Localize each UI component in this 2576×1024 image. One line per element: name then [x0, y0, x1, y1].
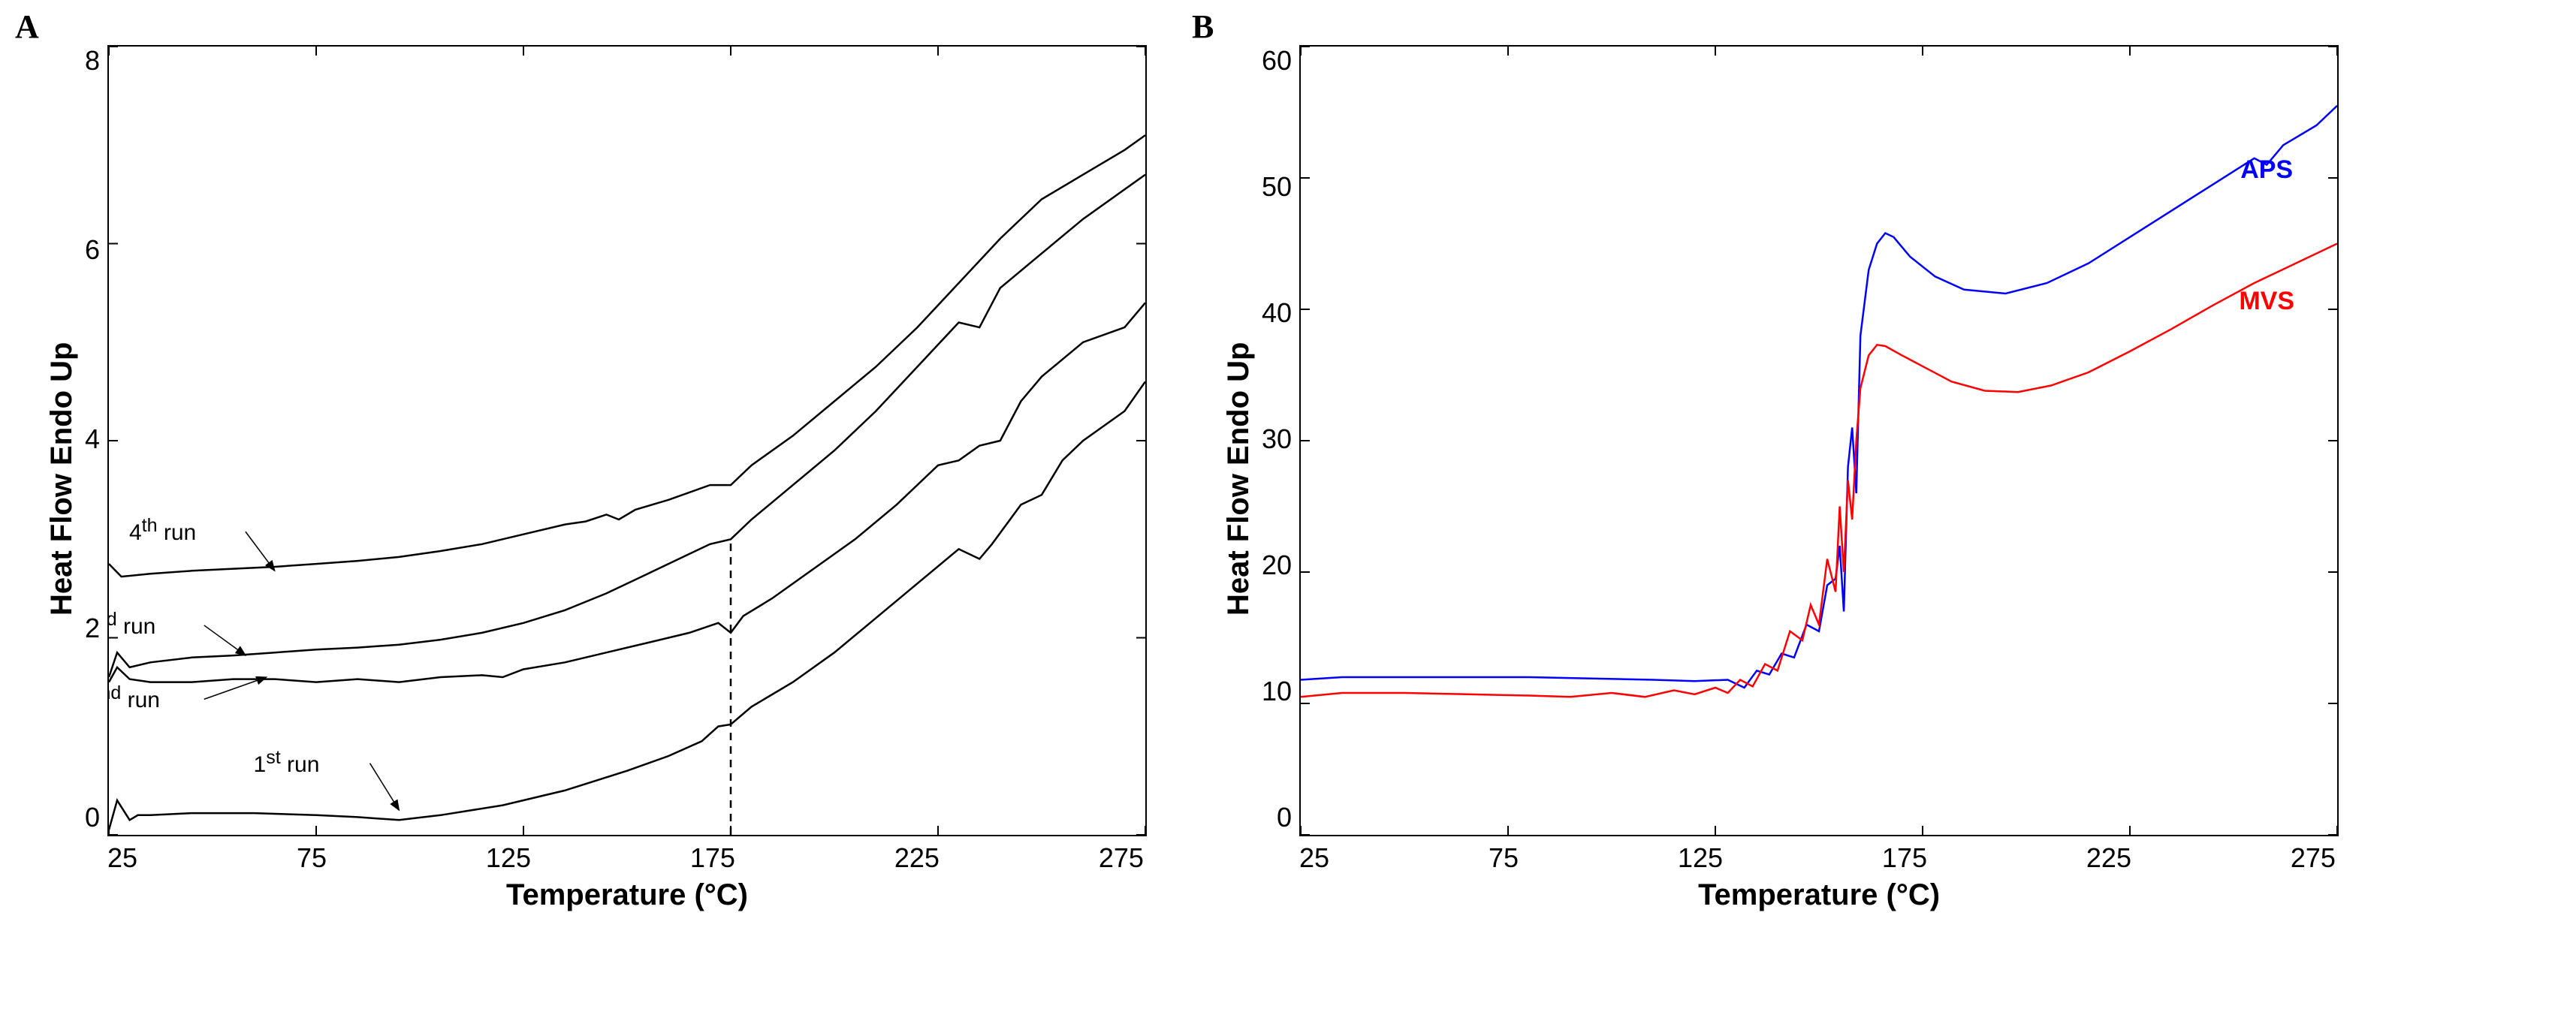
panel-b-ytick-spacer	[1262, 836, 1299, 912]
figure-container: A Heat Flow Endo Up 86420 1st run2nd run…	[15, 15, 2561, 912]
series-annotation-label: 4th run	[129, 515, 264, 546]
ytick-label: 30	[1262, 423, 1292, 455]
panel-b: B Heat Flow Endo Up 6050403020100 APSMVS…	[1192, 15, 2339, 912]
ytick-label: 40	[1262, 297, 1292, 329]
ytick-label: 0	[85, 802, 100, 833]
series-annotation-label: 2nd run	[109, 682, 223, 713]
xtick-label: 25	[1299, 842, 1329, 874]
ytick-label: 60	[1262, 45, 1292, 77]
chart-svg: 1st run 2nd run 3rd run 4th run	[109, 47, 1145, 835]
panel-a-yticks: 8 6 4 2 0	[85, 45, 107, 833]
panel-b-xticks: 25 75 125 175 225 275	[1299, 842, 2336, 874]
panel-a-xticks: 25 75 125 175 225 275	[107, 842, 1144, 874]
panel-a-label: A	[15, 8, 39, 46]
series-4th-run	[109, 135, 1145, 577]
xtick-label: 75	[297, 842, 327, 874]
xtick-label: 175	[1882, 842, 1927, 874]
panel-a-ytick-spacer	[85, 836, 107, 912]
series-annotation-label: 1st run	[254, 747, 389, 778]
ytick-label: 10	[1262, 676, 1292, 707]
panel-a-inner: 8 6 4 2 0 1st run 2nd run 3rd run 4th run 25 75 1…	[85, 45, 1147, 912]
panel-b-plot-wrapper: Heat Flow Endo Up 60 50 40 30 20 10 0 APS MVS 2…	[1222, 45, 2339, 912]
chart-svg: APS MVS	[1301, 47, 2337, 835]
xtick-label: 275	[1099, 842, 1144, 874]
xtick-label: 25	[107, 842, 137, 874]
xtick-label: 125	[1678, 842, 1723, 874]
series-2nd-run	[109, 303, 1145, 682]
series-APS	[1301, 106, 2337, 688]
xtick-label: 125	[486, 842, 531, 874]
ytick-label: 8	[85, 45, 100, 77]
panel-b-inner: 60 50 40 30 20 10 0 APS MVS 25 75 125 175 225 275 Te…	[1262, 45, 2339, 912]
ytick-label: 50	[1262, 171, 1292, 203]
panel-b-yticks: 60 50 40 30 20 10 0	[1262, 45, 1299, 833]
series-label-MVS: MVS	[2239, 287, 2294, 315]
panel-b-label: B	[1192, 8, 1214, 46]
panel-a: A Heat Flow Endo Up 86420 1st run2nd run…	[15, 15, 1147, 912]
xtick-label: 225	[894, 842, 940, 874]
ytick-label: 20	[1262, 550, 1292, 581]
panel-b-xlabel: Temperature (°C)	[1299, 878, 2339, 912]
xtick-label: 175	[690, 842, 735, 874]
xtick-label: 225	[2086, 842, 2131, 874]
panel-a-xlabel: Temperature (°C)	[107, 878, 1147, 912]
series-label-APS: APS	[2240, 155, 2293, 184]
ytick-label: 2	[85, 613, 100, 644]
panel-b-plot-box: APS MVS	[1299, 45, 2339, 836]
series-annotation-label: 3rd run	[109, 609, 223, 640]
panel-a-plot-wrapper: Heat Flow Endo Up 8 6 4 2 0 1st run 2nd run 3r…	[45, 45, 1147, 912]
ytick-label: 0	[1277, 802, 1292, 833]
ytick-label: 6	[85, 234, 100, 266]
ytick-label: 4	[85, 423, 100, 455]
xtick-label: 75	[1489, 842, 1519, 874]
panel-b-ylabel: Heat Flow Endo Up	[1222, 45, 1256, 912]
xtick-label: 275	[2291, 842, 2336, 874]
panel-a-ylabel: Heat Flow Endo Up	[45, 45, 79, 912]
panel-a-plot-box: 1st run 2nd run 3rd run 4th run	[107, 45, 1147, 836]
